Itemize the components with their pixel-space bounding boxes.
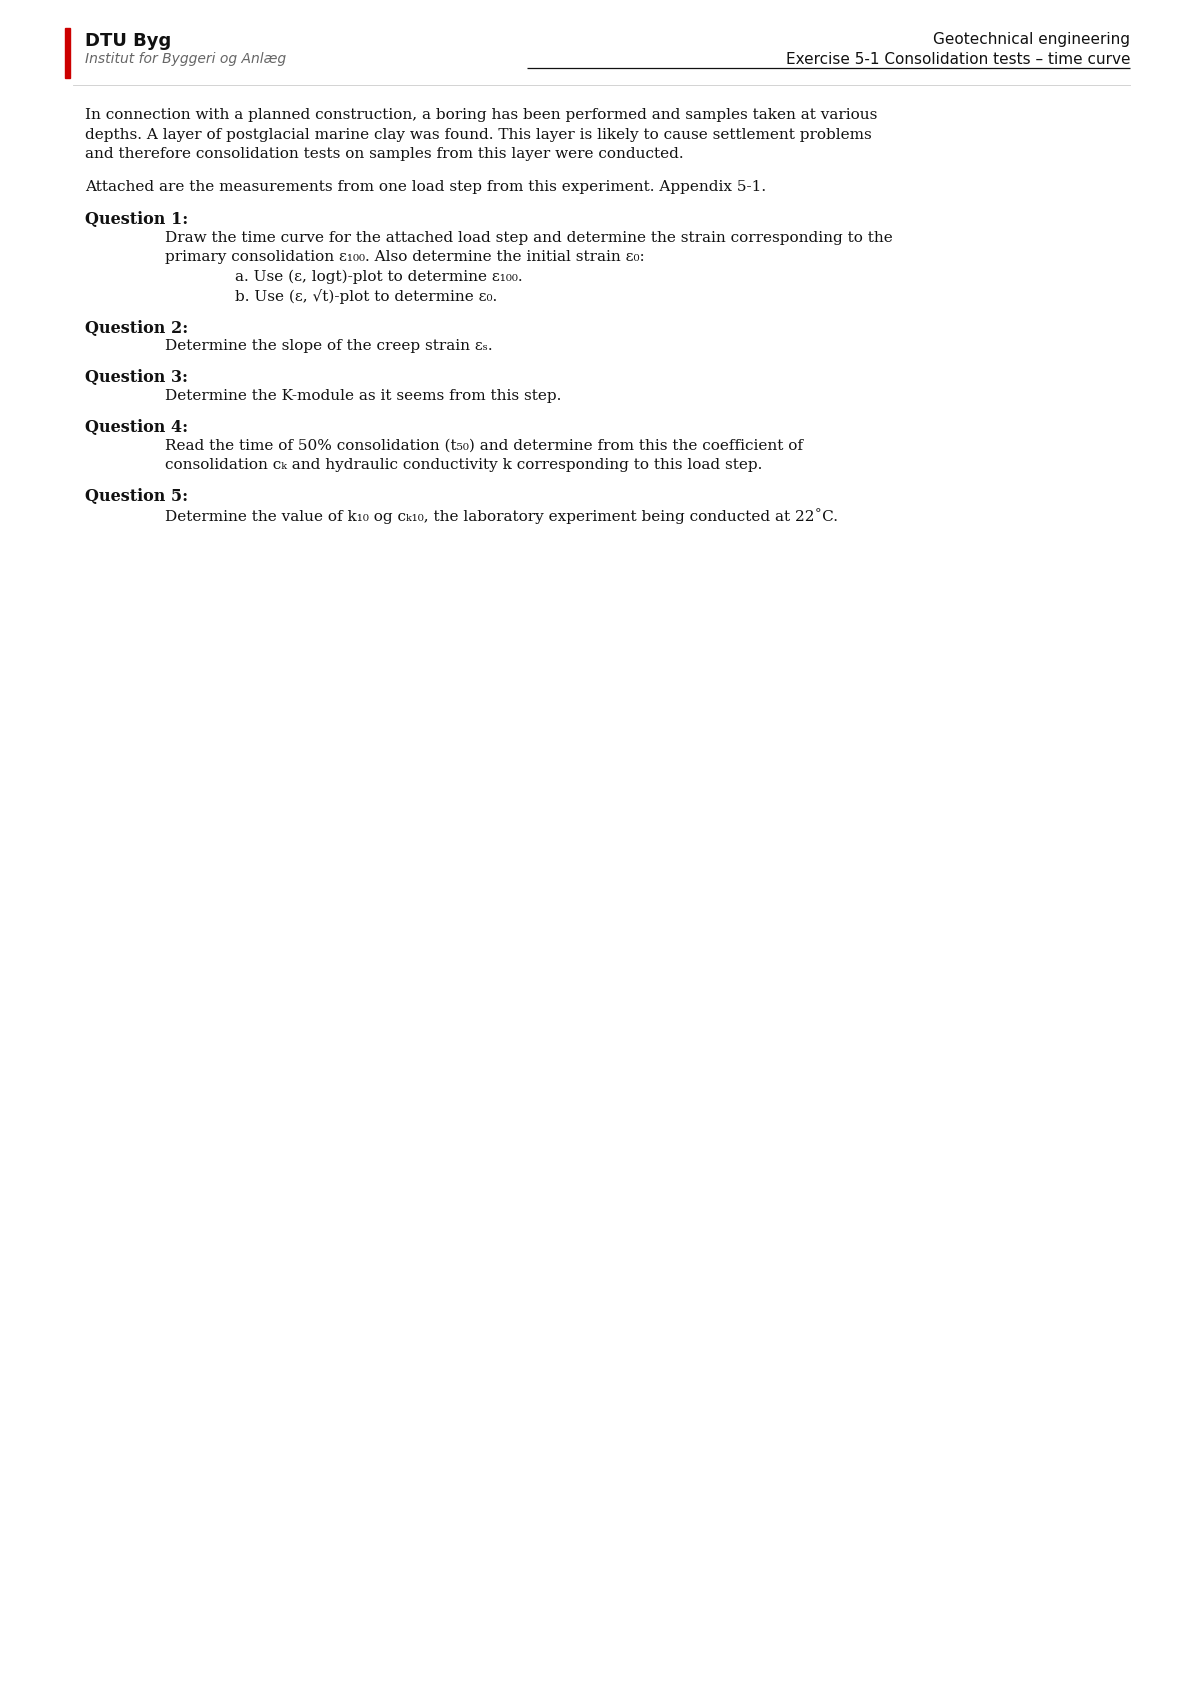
Text: b. Use (ε, √t)-plot to determine ε₀.: b. Use (ε, √t)-plot to determine ε₀. [235,289,497,304]
Text: Question 2:: Question 2: [85,319,188,336]
Text: Determine the slope of the creep strain εₛ.: Determine the slope of the creep strain … [166,340,493,353]
Text: Question 1:: Question 1: [85,211,188,228]
Text: primary consolidation ε₁₀₀. Also determine the initial strain ε₀:: primary consolidation ε₁₀₀. Also determi… [166,250,644,265]
Text: Determine the value of k₁₀ og cₖ₁₀, the laboratory experiment being conducted at: Determine the value of k₁₀ og cₖ₁₀, the … [166,508,838,523]
Text: DTU Byg: DTU Byg [85,32,172,49]
Text: Determine the K-module as it seems from this step.: Determine the K-module as it seems from … [166,389,562,402]
Text: Draw the time curve for the attached load step and determine the strain correspo: Draw the time curve for the attached loa… [166,231,893,245]
Text: depths. A layer of postglacial marine clay was found. This layer is likely to ca: depths. A layer of postglacial marine cl… [85,127,871,141]
Text: Question 4:: Question 4: [85,419,188,436]
Text: In connection with a planned construction, a boring has been performed and sampl: In connection with a planned constructio… [85,109,877,122]
Text: Geotechnical engineering: Geotechnical engineering [934,32,1130,48]
Text: and therefore consolidation tests on samples from this layer were conducted.: and therefore consolidation tests on sam… [85,148,684,161]
Text: Attached are the measurements from one load step from this experiment. Appendix : Attached are the measurements from one l… [85,180,766,194]
Text: Read the time of 50% consolidation (t₅₀) and determine from this the coefficient: Read the time of 50% consolidation (t₅₀)… [166,438,803,453]
Text: Exercise 5-1 Consolidation tests – time curve: Exercise 5-1 Consolidation tests – time … [786,53,1130,66]
Text: Question 5:: Question 5: [85,489,188,506]
Text: Institut for Byggeri og Anlæg: Institut for Byggeri og Anlæg [85,53,286,66]
Bar [65,27,70,78]
Text: consolidation cₖ and hydraulic conductivity k corresponding to this load step.: consolidation cₖ and hydraulic conductiv… [166,458,762,472]
Text: Question 3:: Question 3: [85,368,188,387]
Text: a. Use (ε, logt)-plot to determine ε₁₀₀.: a. Use (ε, logt)-plot to determine ε₁₀₀. [235,270,523,284]
